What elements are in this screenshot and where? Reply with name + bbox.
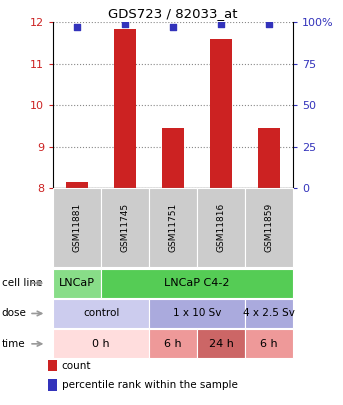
Text: GSM11816: GSM11816 <box>217 203 226 252</box>
Text: GSM11751: GSM11751 <box>169 203 178 252</box>
Text: 6 h: 6 h <box>164 339 182 349</box>
Text: dose: dose <box>2 309 27 318</box>
Text: control: control <box>83 309 119 318</box>
Point <box>218 21 224 27</box>
Text: GSM11745: GSM11745 <box>121 203 130 252</box>
Text: GSM11881: GSM11881 <box>73 203 82 252</box>
Bar <box>163 128 184 188</box>
Point <box>267 21 272 27</box>
Text: percentile rank within the sample: percentile rank within the sample <box>62 380 238 390</box>
Bar <box>67 182 88 188</box>
Text: 6 h: 6 h <box>260 339 278 349</box>
Bar <box>115 28 136 188</box>
Text: 4 x 2.5 Sv: 4 x 2.5 Sv <box>243 309 295 318</box>
Text: 0 h: 0 h <box>92 339 110 349</box>
Text: GSM11859: GSM11859 <box>265 203 274 252</box>
Text: 24 h: 24 h <box>209 339 234 349</box>
Point <box>170 24 176 30</box>
Text: count: count <box>62 361 91 371</box>
Text: time: time <box>2 339 25 349</box>
Text: LNCaP: LNCaP <box>59 278 95 288</box>
Bar <box>210 39 232 188</box>
Point <box>74 24 80 30</box>
Title: GDS723 / 82033_at: GDS723 / 82033_at <box>108 7 238 20</box>
Bar <box>259 128 280 188</box>
Point <box>122 21 128 27</box>
Text: 1 x 10 Sv: 1 x 10 Sv <box>173 309 222 318</box>
Text: cell line: cell line <box>2 278 42 288</box>
Text: LNCaP C4-2: LNCaP C4-2 <box>165 278 230 288</box>
